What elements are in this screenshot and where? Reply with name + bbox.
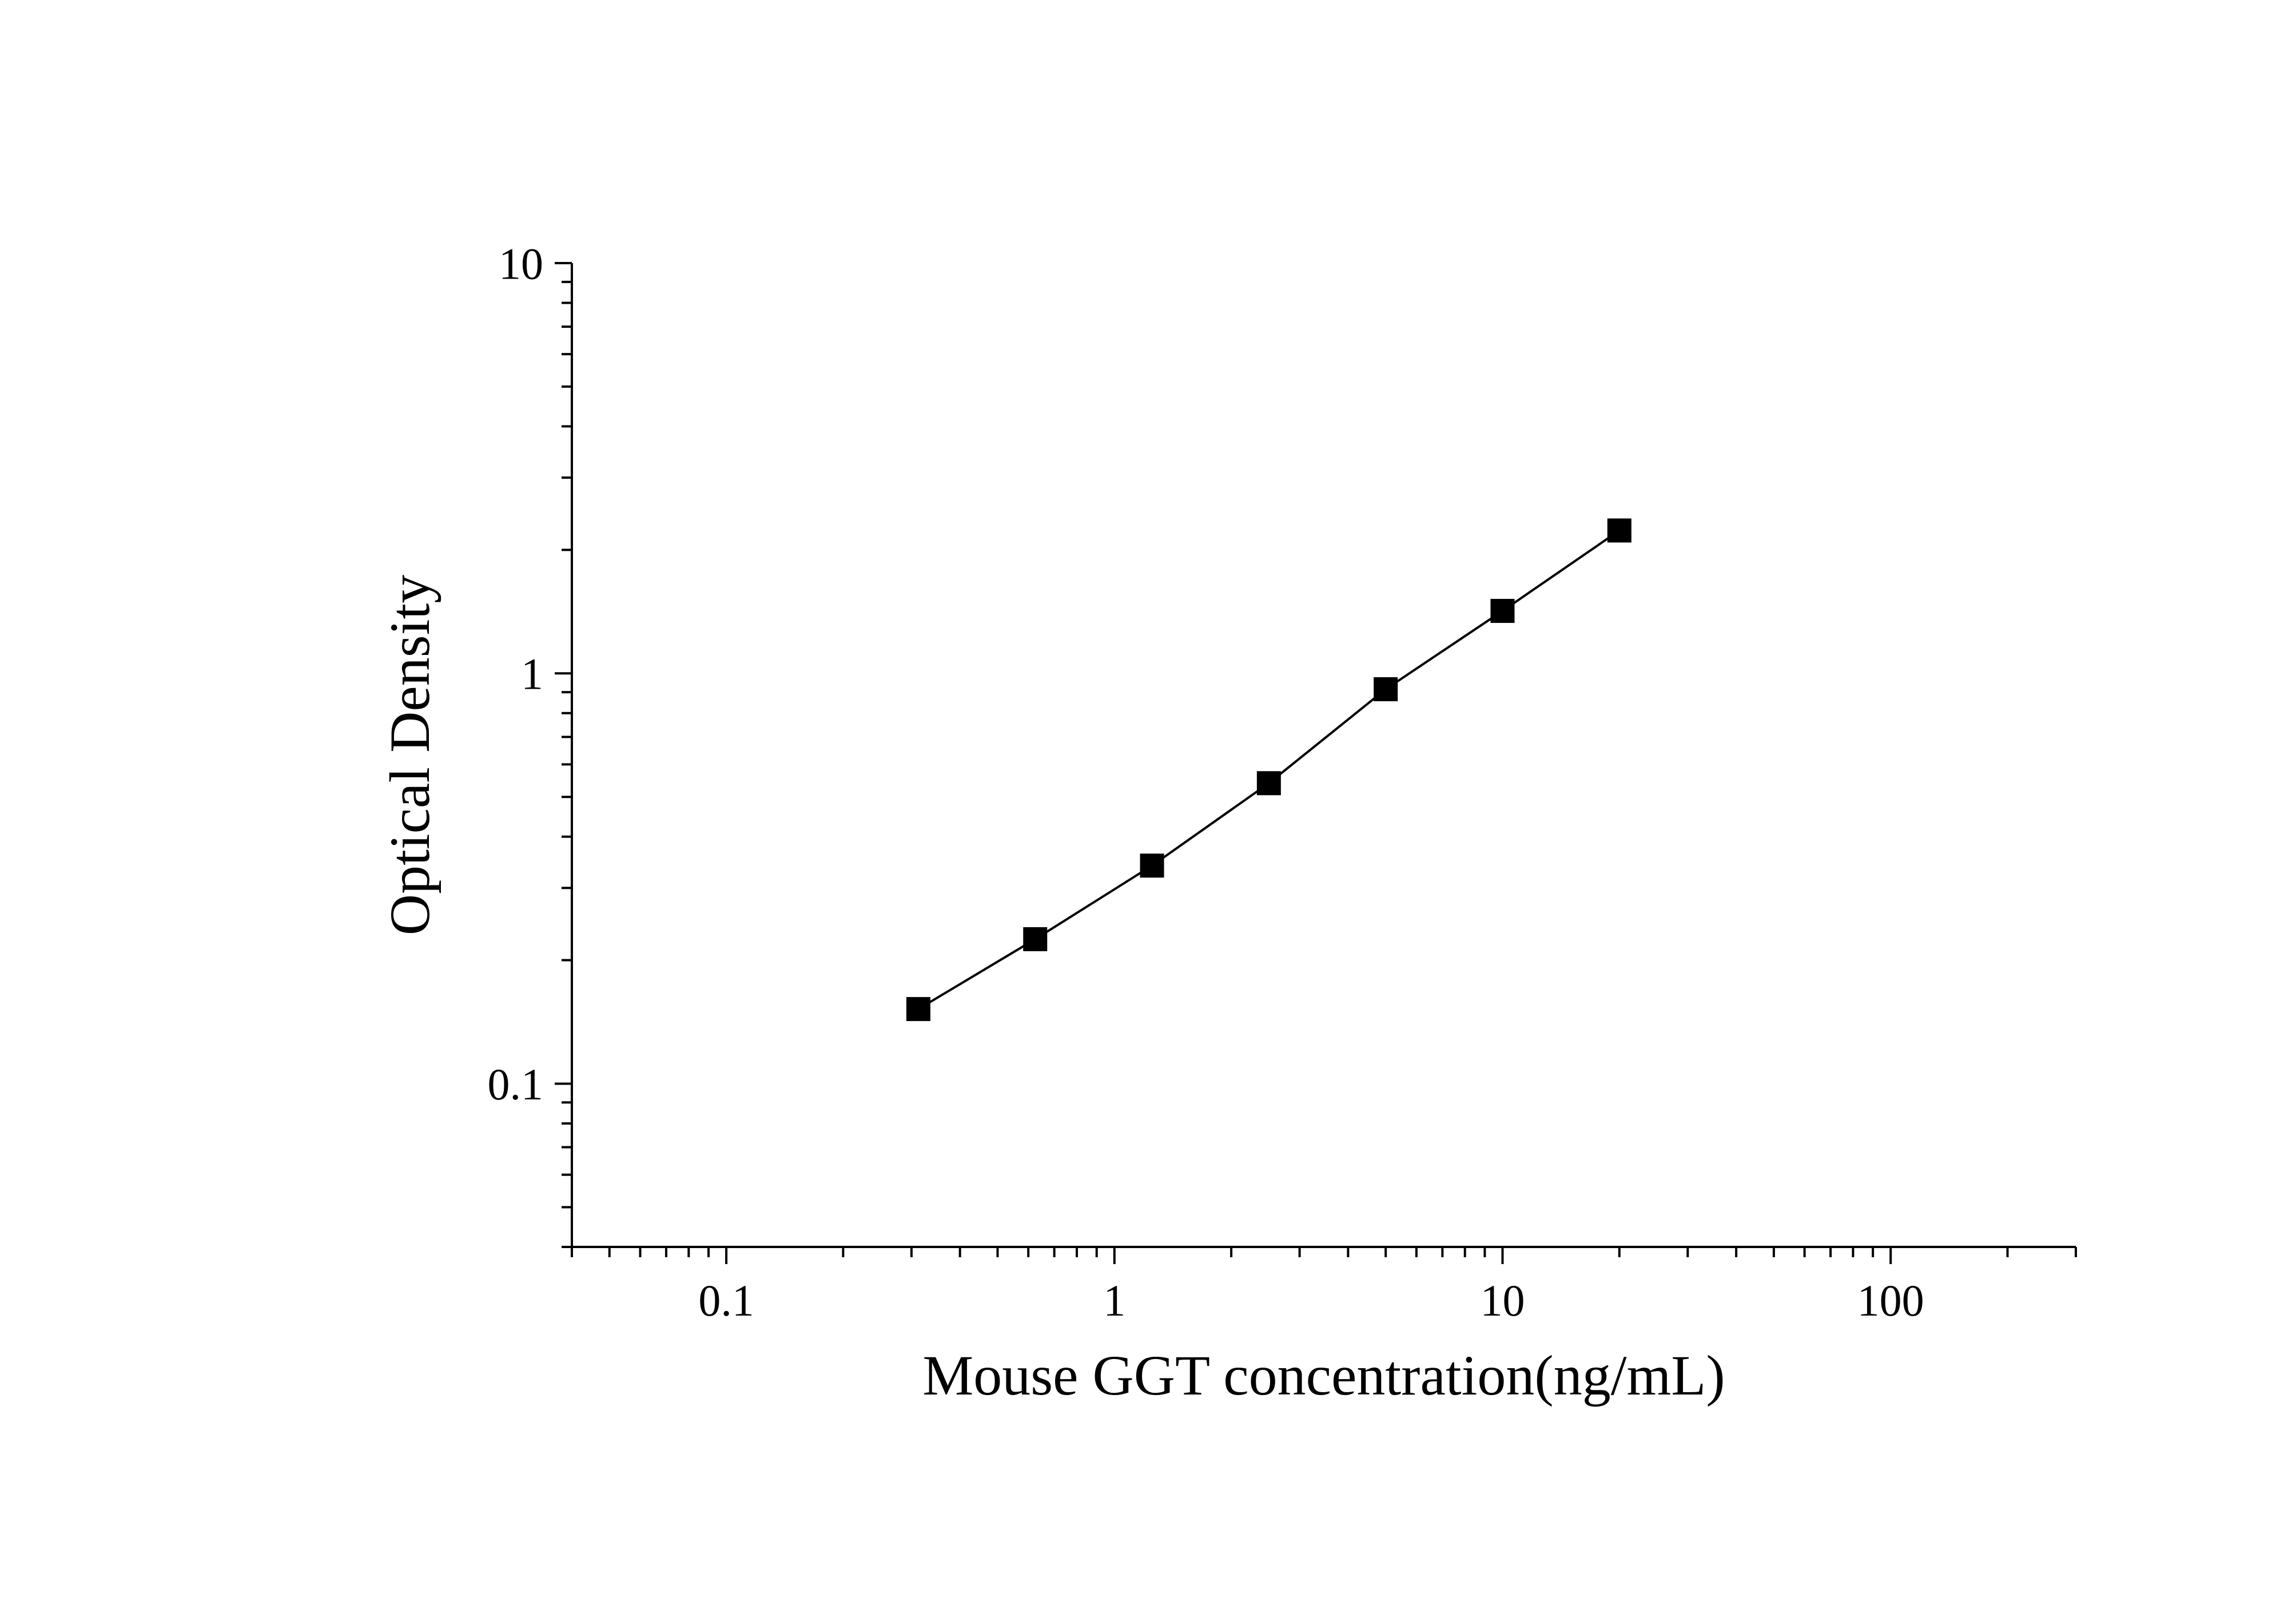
x-tick-label: 10 bbox=[1480, 1276, 1525, 1325]
data-point-marker bbox=[1374, 678, 1397, 701]
data-point-marker bbox=[1491, 599, 1514, 622]
chart-svg: 0.1 1 10 100 0.1 1 10 Mouse GGT concentration(n… bbox=[0, 0, 2296, 1605]
data-point-marker bbox=[1258, 772, 1280, 794]
data-point-marker bbox=[1141, 854, 1164, 877]
chart-container: 0.1 1 10 100 0.1 1 10 Mouse GGT concentration(n… bbox=[0, 0, 2296, 1605]
y-tick-label: 0.1 bbox=[488, 1059, 544, 1109]
x-tick-label: 1 bbox=[1103, 1276, 1125, 1325]
data-point-marker bbox=[907, 998, 930, 1020]
y-tick-label: 1 bbox=[521, 649, 543, 699]
data-point-marker bbox=[1608, 519, 1631, 542]
y-axis-label: Optical Density bbox=[378, 575, 441, 935]
x-tick-label: 100 bbox=[1857, 1276, 1924, 1325]
x-axis-label: Mouse GGT concentration(ng/mL) bbox=[922, 1344, 1725, 1407]
x-tick-label: 0.1 bbox=[698, 1276, 754, 1325]
data-point-marker bbox=[1024, 928, 1046, 951]
y-tick-label: 10 bbox=[499, 239, 543, 288]
